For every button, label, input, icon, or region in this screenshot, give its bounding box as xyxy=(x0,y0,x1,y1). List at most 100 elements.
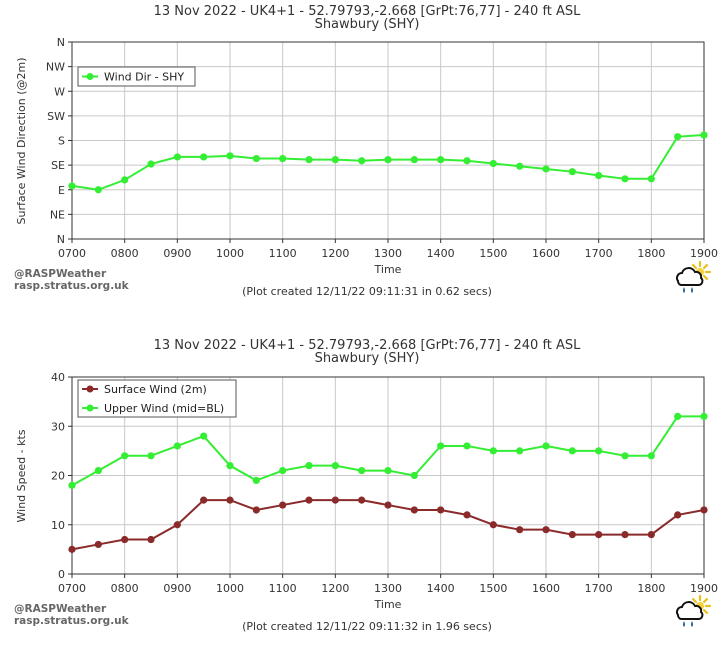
chart-title: 13 Nov 2022 - UK4+1 - 52.79793,-2.668 [G… xyxy=(154,4,582,19)
x-tick-label: 1300 xyxy=(374,247,402,260)
data-point-wind-dir-shy xyxy=(94,186,102,194)
brand-name: @RASPWeather xyxy=(14,603,107,615)
data-point-surface-wind-2m xyxy=(516,526,524,534)
legend-marker-surface-wind xyxy=(86,385,94,393)
data-point-upper-wind-mid-bl xyxy=(358,466,366,475)
y-axis-label: Surface Wind Direction (@2m) xyxy=(15,57,28,224)
data-point-wind-dir-shy xyxy=(568,168,576,176)
y-tick-label: SE xyxy=(51,159,65,172)
data-point-upper-wind-mid-bl xyxy=(489,447,497,455)
data-point-upper-wind-mid-bl xyxy=(226,462,234,470)
data-point-surface-wind-2m xyxy=(226,496,234,504)
legend-label-wind-dir: Wind Dir - SHY xyxy=(104,71,184,84)
data-point-wind-dir-shy xyxy=(463,157,471,165)
data-point-wind-dir-shy xyxy=(384,156,392,164)
y-tick-label: W xyxy=(54,85,65,98)
data-point-upper-wind-mid-bl xyxy=(674,412,682,420)
x-tick-label: 0700 xyxy=(58,582,86,595)
x-tick-label: 1700 xyxy=(585,582,613,595)
y-axis-label: Wind Speed - kts xyxy=(15,429,28,522)
data-point-surface-wind-2m xyxy=(147,535,155,544)
legend-box xyxy=(77,66,196,87)
legend-marker-wind-dir xyxy=(86,73,94,80)
data-point-upper-wind-mid-bl xyxy=(516,447,524,455)
data-point-wind-dir-shy xyxy=(621,175,629,183)
legend: Wind Dir - SHY xyxy=(77,66,196,87)
series-layer xyxy=(68,412,708,553)
data-point-wind-dir-shy xyxy=(647,175,655,183)
x-tick-label: 1000 xyxy=(216,582,244,595)
x-axis-ticks: 0700 0800 0900 1000 1100 1200 1300 1400 1500 1600… xyxy=(58,574,718,595)
x-tick-label: 1300 xyxy=(374,582,402,595)
data-point-upper-wind-mid-bl xyxy=(595,447,603,455)
data-point-upper-wind-mid-bl xyxy=(173,442,181,450)
y-axis-ticks: N NE E SE S SW W NW N xyxy=(46,36,72,246)
data-point-wind-dir-shy xyxy=(68,182,76,190)
x-tick-label: 0800 xyxy=(111,247,139,260)
chart-title: 13 Nov 2022 - UK4+1 - 52.79793,-2.668 [G… xyxy=(154,338,582,353)
x-tick-label: 1900 xyxy=(690,247,718,260)
data-point-wind-dir-shy xyxy=(200,153,208,161)
data-point-wind-dir-shy xyxy=(279,154,287,163)
x-tick-label: 1200 xyxy=(321,247,349,260)
x-tick-label: 1100 xyxy=(269,247,297,260)
y-tick-label: NE xyxy=(50,208,65,221)
data-point-upper-wind-mid-bl xyxy=(542,442,550,450)
x-tick-label: 0700 xyxy=(58,247,86,260)
data-point-upper-wind-mid-bl xyxy=(621,452,629,460)
x-tick-label: 1700 xyxy=(585,247,613,260)
brand-name: @RASPWeather xyxy=(14,268,107,280)
y-axis-ticks: 0 10 20 30 40 xyxy=(51,371,72,581)
data-point-surface-wind-2m xyxy=(68,545,76,553)
y-tick-label: 40 xyxy=(51,371,65,384)
data-point-upper-wind-mid-bl xyxy=(305,462,313,470)
x-tick-label: 1400 xyxy=(427,582,455,595)
data-point-surface-wind-2m xyxy=(700,506,708,514)
x-tick-label: 1600 xyxy=(532,582,560,595)
data-point-wind-dir-shy xyxy=(674,133,682,141)
brand-url: rasp.stratus.org.uk xyxy=(14,615,130,627)
plot-created-note: (Plot created 12/11/22 09:11:32 in 1.96 … xyxy=(242,620,492,633)
legend-box xyxy=(77,379,237,418)
legend-label-surface-wind: Surface Wind (2m) xyxy=(104,383,207,396)
data-point-wind-dir-shy xyxy=(595,171,603,180)
data-point-upper-wind-mid-bl xyxy=(647,452,655,460)
x-tick-label: 1100 xyxy=(269,582,297,595)
y-tick-label: NW xyxy=(46,61,65,74)
x-tick-label: 1000 xyxy=(216,247,244,260)
y-tick-label: 10 xyxy=(51,519,65,532)
data-point-surface-wind-2m xyxy=(252,506,260,514)
data-point-surface-wind-2m xyxy=(279,501,287,509)
data-point-surface-wind-2m xyxy=(542,526,550,534)
data-point-surface-wind-2m xyxy=(121,535,129,544)
data-point-wind-dir-shy xyxy=(305,156,313,164)
data-point-wind-dir-shy xyxy=(437,156,445,164)
data-point-upper-wind-mid-bl xyxy=(200,432,208,440)
data-point-upper-wind-mid-bl xyxy=(384,466,392,475)
y-tick-label: S xyxy=(58,135,65,148)
series-layer xyxy=(68,131,708,194)
x-axis-ticks: 0700 0800 0900 1000 1100 1200 1300 1400 1500 1600… xyxy=(58,239,718,260)
data-point-surface-wind-2m xyxy=(358,496,366,504)
data-point-wind-dir-shy xyxy=(410,156,418,164)
data-point-upper-wind-mid-bl xyxy=(410,471,418,480)
y-tick-label: 30 xyxy=(51,420,65,433)
data-point-surface-wind-2m xyxy=(94,540,102,549)
x-tick-label: 0800 xyxy=(111,582,139,595)
data-point-wind-dir-shy xyxy=(252,154,260,163)
data-point-wind-dir-shy xyxy=(147,160,155,168)
data-point-upper-wind-mid-bl xyxy=(68,481,76,489)
legend-marker-upper-wind xyxy=(86,404,94,412)
plot-created-note: (Plot created 12/11/22 09:11:31 in 0.62 … xyxy=(242,285,492,298)
x-tick-label: 1500 xyxy=(479,582,507,595)
data-point-surface-wind-2m xyxy=(568,531,576,539)
data-point-surface-wind-2m xyxy=(384,501,392,509)
y-tick-label: 0 xyxy=(58,568,65,581)
chart-subtitle: Shawbury (SHY) xyxy=(315,17,420,32)
x-tick-label: 1400 xyxy=(427,247,455,260)
cloud-sun-rain-icon xyxy=(676,260,712,293)
data-point-surface-wind-2m xyxy=(305,496,313,504)
x-axis-label: Time xyxy=(374,263,402,276)
data-point-wind-dir-shy xyxy=(173,153,181,161)
